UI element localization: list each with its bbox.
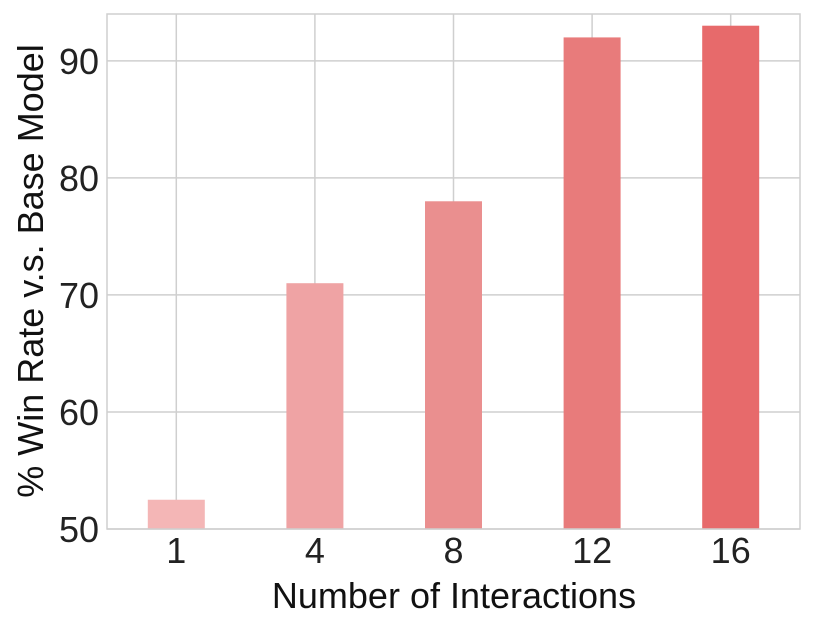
bars: [147, 25, 760, 530]
bar-16: [702, 25, 760, 529]
plot-frame: [106, 13, 801, 530]
y-tick-label: 90: [59, 41, 99, 82]
x-tick-label: 8: [443, 530, 463, 571]
x-tick-label: 1: [166, 530, 186, 571]
x-tick-labels: 1 4 8 12 16: [166, 530, 750, 571]
x-axis-label: Number of Interactions: [272, 575, 636, 616]
bar-1: [147, 499, 205, 529]
x-tick-label: 16: [711, 530, 751, 571]
y-axis-label: % Win Rate v.s. Base Model: [10, 44, 51, 498]
bar-12: [563, 37, 621, 530]
y-tick-label: 60: [59, 392, 99, 433]
x-tick-label: 12: [572, 530, 612, 571]
y-tick-labels: 50 60 70 80 90: [59, 41, 99, 550]
y-tick-label: 50: [59, 509, 99, 550]
x-tick-label: 4: [305, 530, 325, 571]
bar-8: [425, 201, 482, 530]
y-tick-label: 80: [59, 158, 99, 199]
bar-4: [286, 283, 344, 529]
y-tick-label: 70: [59, 275, 99, 316]
